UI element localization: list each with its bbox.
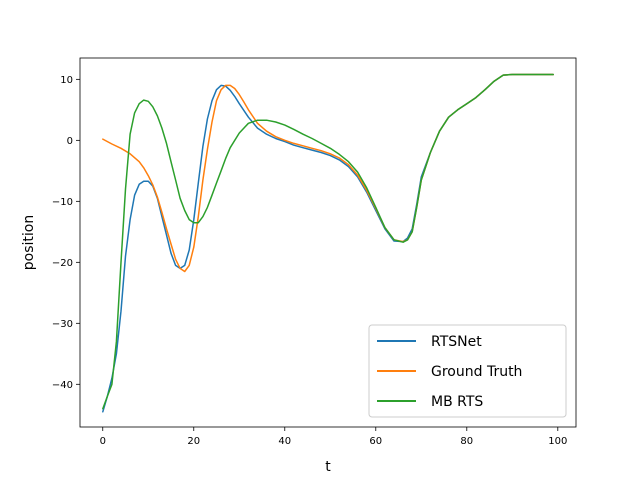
legend: RTSNet Ground Truth MB RTS <box>368 324 567 418</box>
y-axis-label: position <box>21 215 37 270</box>
x-tick-label: 60 <box>369 436 382 447</box>
y-tick-label: 0 <box>67 136 73 147</box>
x-tick-label: 0 <box>100 436 106 447</box>
plot-area <box>79 57 577 428</box>
x-tick-label: 100 <box>548 436 567 447</box>
x-tick-label: 20 <box>187 436 200 447</box>
x-axis-label: t <box>325 459 331 475</box>
x-tick-label: 40 <box>278 436 291 447</box>
legend-entry-label: MB RTS <box>431 394 483 410</box>
y-tick-label: −10 <box>52 197 73 208</box>
series-layer <box>102 73 554 413</box>
y-tick-label: −30 <box>52 319 73 330</box>
legend-entry-label: Ground Truth <box>431 364 522 380</box>
y-tick-label: −40 <box>52 380 73 391</box>
y-tick-label: 10 <box>60 75 73 86</box>
legend-entry-label: RTSNet <box>431 334 482 350</box>
y-axis-ticks: −40 −30 −20 −10 0 10 <box>52 75 80 391</box>
series-line-mb-rts <box>102 73 554 410</box>
x-tick-label: 80 <box>460 436 473 447</box>
legend-box <box>368 324 567 418</box>
x-axis-ticks: 0 20 40 60 80 100 <box>100 427 567 447</box>
y-tick-label: −20 <box>52 258 73 269</box>
axes-frame <box>79 57 577 428</box>
